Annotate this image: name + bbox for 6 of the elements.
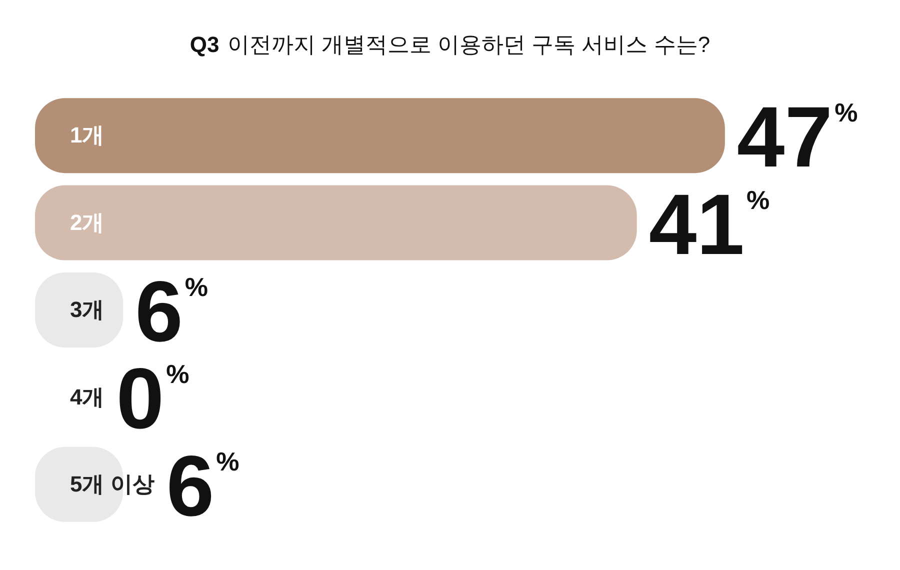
- y-tick-label: 5개 이상: [70, 471, 154, 496]
- y-tick-label: 1개: [70, 122, 104, 148]
- y-tick-label: 4개: [70, 384, 104, 410]
- y-tick-label: 3개: [70, 297, 104, 322]
- chart-title: Q3 이전까지 개별적으로 이용하던 구독 서비스 수는?: [188, 31, 712, 59]
- y-tick-label: 2개: [70, 210, 104, 235]
